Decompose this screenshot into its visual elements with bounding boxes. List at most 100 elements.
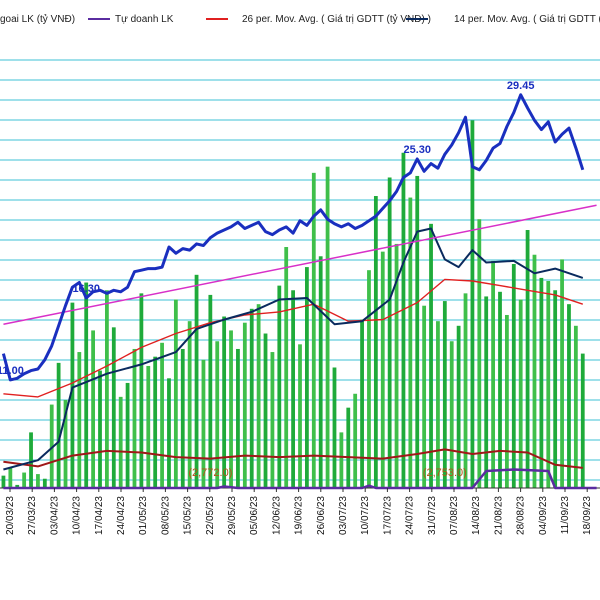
- value-label: 29.45: [507, 80, 535, 92]
- volume-bar: [325, 166, 330, 489]
- volume-bar: [105, 290, 109, 488]
- volume-bar: [63, 399, 68, 488]
- long-average-line: [3, 448, 583, 469]
- volume-bar: [560, 259, 564, 488]
- volume-bar: [215, 341, 220, 488]
- volume-bar: [167, 378, 171, 488]
- x-tick-label: 10/07/23: [360, 496, 371, 535]
- price-line: [1, 93, 585, 382]
- volume-bar: [8, 467, 13, 488]
- volume-bar: [298, 344, 302, 488]
- legend: goai LK (tỷ VNĐ) Tự doanh LK 26 per. Mov. …: [0, 10, 600, 28]
- volume-bar: [180, 348, 185, 488]
- value-label: 11.00: [0, 365, 24, 377]
- x-tick-label: 19/06/23: [294, 496, 305, 535]
- volume-bar: [1, 475, 6, 488]
- volume-bar: [387, 177, 392, 488]
- prop-trading-line: [3, 468, 597, 490]
- volume-bar: [91, 330, 95, 488]
- x-tick-label: 14/08/23: [471, 496, 482, 535]
- volume-bar: [463, 293, 468, 488]
- volume-bar: [436, 321, 440, 488]
- volume-bar: [553, 290, 558, 488]
- volume-bar: [201, 359, 206, 488]
- volume-bar: [56, 362, 61, 488]
- bottom-label: (2,772.0): [188, 467, 232, 479]
- volume-bar: [187, 321, 192, 488]
- volume-bar: [77, 352, 82, 488]
- x-tick-label: 31/07/23: [427, 496, 438, 535]
- value-label: 16.30: [72, 283, 100, 295]
- volume-bars: [1, 120, 585, 489]
- x-tick-label: 12/06/23: [271, 496, 282, 535]
- volume-bar: [332, 367, 337, 488]
- x-tick-label: 17/07/23: [382, 496, 393, 535]
- volume-bar: [546, 280, 551, 488]
- volume-bar: [229, 330, 233, 488]
- volume-bar: [208, 294, 213, 488]
- volume-bar: [318, 256, 323, 488]
- volume-bar: [470, 120, 475, 489]
- volume-bar: [194, 274, 199, 488]
- x-tick-label: 26/06/23: [316, 496, 327, 535]
- volume-bar: [132, 348, 137, 488]
- volume-bar: [270, 352, 275, 488]
- x-tick-label: 27/03/23: [27, 496, 38, 535]
- bottom-label: (2,753.0): [423, 467, 467, 479]
- volume-bar: [360, 319, 364, 488]
- volume-bar: [394, 243, 399, 488]
- volume-bar: [70, 302, 75, 488]
- x-tick-label: 29/05/23: [227, 496, 238, 535]
- volume-bar: [573, 325, 578, 488]
- volume-bar: [449, 341, 454, 488]
- x-tick-label: 15/05/23: [183, 496, 194, 535]
- value-label: 25.30: [403, 144, 431, 156]
- volume-bar: [491, 260, 495, 488]
- volume-bar: [415, 175, 420, 488]
- volume-bar: [139, 293, 144, 488]
- x-tick-label: 17/04/23: [94, 496, 105, 535]
- volume-bar: [401, 152, 406, 489]
- x-axis: 20/03/23 27/03/23 03/04/23 10/04/23 17/04/23…: [5, 488, 593, 535]
- volume-bar: [36, 474, 40, 488]
- legend-entry-foreign: goai LK (tỷ VNĐ): [0, 13, 75, 25]
- volume-bar: [49, 404, 54, 488]
- volume-bar: [125, 382, 130, 488]
- volume-bar: [339, 432, 344, 488]
- trendline: [3, 204, 597, 325]
- volume-bar: [518, 299, 523, 488]
- x-tick-label: 20/03/23: [5, 496, 16, 535]
- volume-bar: [173, 299, 178, 488]
- volume-bar: [442, 301, 447, 488]
- volume-bar: [160, 342, 164, 488]
- volume-bar: [498, 291, 502, 488]
- x-tick-label: 28/08/23: [516, 496, 527, 535]
- volume-bar: [15, 484, 20, 488]
- x-tick-label: 08/05/23: [160, 496, 171, 535]
- volume-bar: [305, 267, 309, 488]
- volume-bar: [511, 264, 516, 488]
- volume-bar: [408, 197, 413, 488]
- volume-bar: [222, 316, 227, 488]
- x-tick-label: 24/04/23: [116, 496, 127, 535]
- legend-background: [0, 10, 600, 28]
- ma14-line: [3, 227, 584, 471]
- volume-bar: [22, 472, 27, 488]
- volume-bar: [291, 290, 295, 488]
- legend-entry-prop: Tự doanh LK: [115, 14, 174, 25]
- volume-bar: [477, 219, 482, 488]
- volume-bar: [42, 478, 47, 488]
- value-labels: 29.45 25.30 16.30 11.00 (2,772.0) (2,753.0): [0, 80, 534, 479]
- volume-bar: [111, 327, 116, 488]
- x-tick-label: 11/09/23: [560, 496, 571, 535]
- volume-bar: [84, 282, 89, 488]
- x-tick-label: 22/05/23: [205, 496, 216, 535]
- volume-bar: [249, 308, 254, 488]
- x-tick-label: 03/04/23: [49, 496, 60, 535]
- volume-bar: [429, 223, 433, 489]
- volume-bar: [29, 432, 33, 488]
- volume-bar: [367, 270, 371, 488]
- x-tick-label: 07/08/23: [449, 496, 460, 535]
- volume-bar: [98, 370, 102, 488]
